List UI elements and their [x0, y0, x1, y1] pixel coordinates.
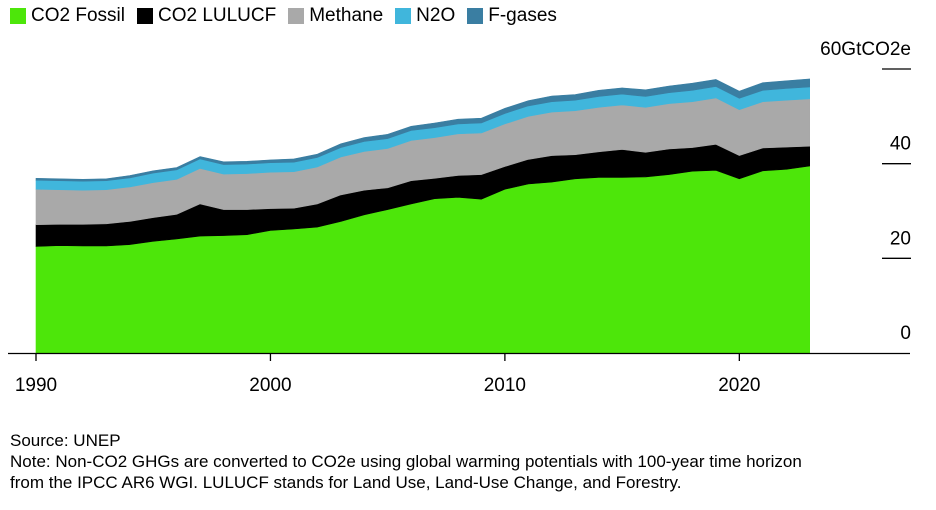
- y-tick-label: 60GtCO2e: [820, 39, 911, 60]
- legend-label: CO2 Fossil: [31, 5, 125, 26]
- note-line-2: from the IPCC AR6 WGI. LULUCF stands for…: [10, 473, 682, 492]
- chart: 1990 2000 2010 2020 0 20 40 60GtCO2e: [8, 39, 911, 396]
- x-tick-label: 2000: [249, 375, 291, 396]
- source-note: Source: UNEP: [10, 431, 121, 450]
- x-tick-label: 2010: [484, 375, 526, 396]
- legend-item: N2O: [395, 5, 455, 27]
- legend-swatch: [288, 8, 305, 24]
- x-tick-label: 2020: [718, 375, 760, 396]
- chart-footer: Source: UNEP Note: Non-CO2 GHGs are conv…: [10, 430, 930, 493]
- legend-label: Methane: [309, 5, 384, 26]
- legend-label: N2O: [416, 5, 456, 26]
- y-tick-label: 20: [890, 228, 911, 249]
- y-tick-label: 0: [900, 323, 911, 344]
- legend-item: F-gases: [467, 5, 557, 27]
- legend: CO2 Fossil CO2 LULUCF Methane N2O F-gases: [10, 3, 569, 29]
- area-f-gases: [35, 78, 810, 182]
- legend-item: CO2 Fossil: [10, 5, 125, 27]
- legend-swatch: [395, 8, 412, 24]
- x-tick-label: 1990: [15, 375, 57, 396]
- legend-swatch: [467, 8, 484, 24]
- legend-label: F-gases: [488, 5, 557, 26]
- legend-swatch: [10, 8, 26, 24]
- note-line-1: Note: Non-CO2 GHGs are converted to CO2e…: [10, 452, 802, 471]
- legend-label: CO2 LULUCF: [157, 5, 277, 26]
- y-tick-label: 40: [890, 134, 911, 155]
- legend-swatch: [136, 8, 153, 24]
- legend-item: Methane: [288, 5, 383, 27]
- legend-item: CO2 LULUCF: [136, 5, 277, 27]
